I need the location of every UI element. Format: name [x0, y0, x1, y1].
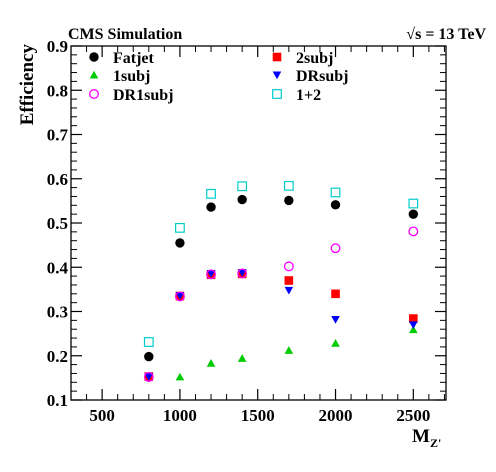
sqrt-s-symbol: √s	[406, 26, 421, 43]
data-point	[175, 238, 185, 248]
data-point	[206, 358, 216, 367]
legend-label: DRsubj	[296, 68, 348, 85]
series-fatjet	[144, 194, 419, 362]
y-tick-label: 0.9	[47, 37, 68, 56]
series-2subj	[144, 269, 418, 381]
data-point	[331, 339, 340, 347]
series-dr1subj	[143, 226, 419, 382]
legend: Fatjet 2subj 1subj DRsubj DR1subj 1+2	[89, 50, 348, 104]
data-point	[175, 372, 185, 381]
data-point	[237, 354, 247, 362]
legend-marker	[89, 89, 99, 99]
legend-marker	[272, 89, 282, 99]
y-tick-label: 0.5	[47, 214, 68, 233]
header-left-label: CMS Simulation	[68, 26, 182, 43]
y-tick-label: 0.6	[47, 170, 68, 189]
x-axis-label-main: M	[412, 426, 430, 447]
legend-label: 1+2	[296, 87, 321, 104]
data-point	[408, 209, 419, 219]
data-markers	[143, 180, 419, 382]
y-tick-label: 0.3	[47, 303, 68, 322]
x-tick-label: 1000	[163, 406, 197, 425]
legend-marker	[89, 52, 99, 62]
data-point	[331, 289, 340, 299]
y-tick-label: 0.1	[47, 391, 68, 410]
data-point	[284, 286, 294, 295]
data-point	[284, 346, 294, 354]
data-point	[206, 269, 216, 280]
series-drsubj	[144, 269, 418, 381]
data-point	[284, 276, 294, 285]
series-1subj	[175, 325, 418, 381]
chart-header: CMS Simulation √s = 13 TeV	[68, 26, 486, 43]
x-axis-label-subscript: Z'	[430, 436, 441, 450]
data-point	[330, 200, 341, 210]
header-right-label: √s = 13 TeV	[406, 26, 486, 43]
legend-label: Fatjet	[113, 50, 155, 67]
legend-marker	[89, 70, 99, 79]
data-point	[330, 243, 341, 254]
data-point	[237, 268, 248, 279]
x-tick-label: 2000	[319, 406, 353, 425]
data-point	[284, 195, 294, 206]
data-point	[237, 269, 247, 277]
data-point	[143, 337, 154, 347]
data-point	[144, 373, 154, 381]
data-point	[331, 316, 340, 324]
data-point	[175, 222, 185, 233]
series-1-2	[143, 180, 419, 347]
energy-value: = 13 TeV	[425, 26, 486, 43]
data-point	[330, 187, 341, 198]
data-point	[206, 270, 216, 278]
legend-marker	[272, 52, 282, 62]
data-point	[408, 198, 419, 209]
data-point	[206, 202, 216, 212]
legend-label: 2subj	[296, 50, 333, 67]
data-point	[408, 226, 419, 237]
data-point	[143, 372, 154, 382]
legend-marker	[272, 71, 282, 80]
legend-label: 1subj	[113, 68, 150, 85]
data-point	[237, 181, 248, 192]
x-tick-label: 2500	[396, 406, 430, 425]
y-tick-label: 0.2	[47, 347, 68, 366]
legend-label: DR1subj	[113, 87, 173, 104]
data-point	[237, 194, 247, 205]
y-tick-label: 0.7	[47, 126, 69, 145]
y-axis-label: Efficiency	[17, 44, 38, 126]
data-point	[206, 188, 216, 199]
data-point	[283, 261, 294, 272]
data-point	[409, 321, 418, 330]
data-point	[174, 291, 185, 302]
data-point	[409, 314, 418, 323]
x-tick-label: 1500	[241, 406, 275, 425]
x-axis-label: MZ'	[412, 426, 441, 450]
y-tick-label: 0.8	[47, 81, 68, 100]
x-tick-label: 500	[89, 406, 115, 425]
data-point	[409, 325, 418, 334]
data-point	[175, 292, 185, 300]
y-tick-label: 0.4	[47, 258, 69, 277]
data-point	[144, 351, 154, 362]
data-point	[283, 180, 294, 191]
plot-axes: 0.1 0.2 0.3 0.4 0.5 0.6 0.7 0.8 0.9 500 1000 1500 20…	[47, 37, 447, 425]
